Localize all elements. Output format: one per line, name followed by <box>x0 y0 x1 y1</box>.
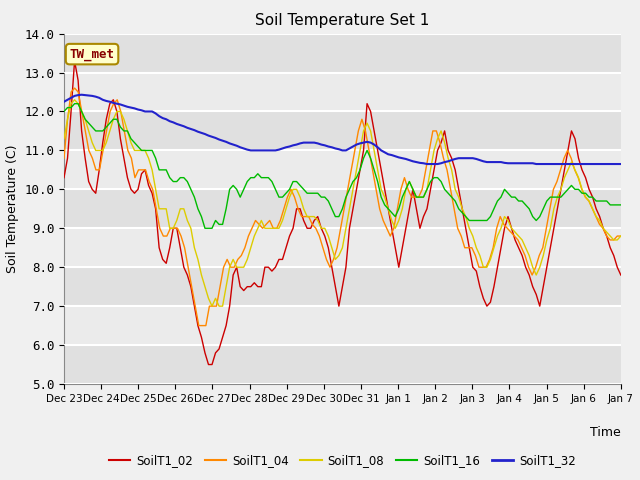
Bar <box>64 189 621 228</box>
Bar <box>64 111 621 150</box>
Legend: SoilT1_02, SoilT1_04, SoilT1_08, SoilT1_16, SoilT1_32: SoilT1_02, SoilT1_04, SoilT1_08, SoilT1_… <box>104 449 580 472</box>
Bar <box>64 34 621 72</box>
Y-axis label: Soil Temperature (C): Soil Temperature (C) <box>6 144 19 273</box>
Bar <box>64 306 621 345</box>
Title: Soil Temperature Set 1: Soil Temperature Set 1 <box>255 13 429 28</box>
Text: Time: Time <box>590 426 621 439</box>
Bar <box>64 150 621 189</box>
Bar <box>64 72 621 111</box>
Bar <box>64 345 621 384</box>
Bar <box>64 228 621 267</box>
Text: TW_met: TW_met <box>70 48 115 60</box>
Bar <box>64 267 621 306</box>
